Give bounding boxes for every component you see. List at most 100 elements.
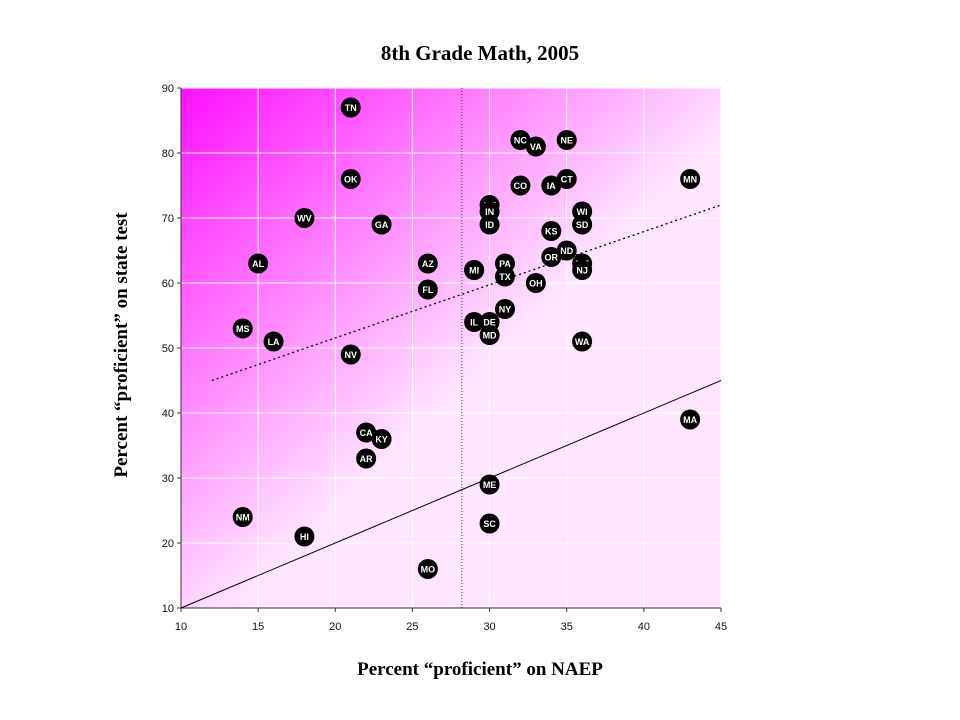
data-point-ar: AR xyxy=(356,448,377,469)
point-label: MO xyxy=(421,564,436,574)
point-marker xyxy=(340,97,361,118)
y-tick-label: 10 xyxy=(162,603,174,615)
point-label: KY xyxy=(375,434,388,444)
point-label: MA xyxy=(683,415,697,425)
point-marker xyxy=(495,266,515,287)
data-point-ia: IA xyxy=(541,175,562,196)
point-label: HI xyxy=(300,532,309,542)
data-point-fl: FL xyxy=(417,279,438,300)
data-point-az: AZ xyxy=(417,253,438,274)
point-label: ND xyxy=(560,246,573,256)
data-point-la: LA xyxy=(263,331,284,352)
point-label: OR xyxy=(545,252,559,262)
x-tick-label: 45 xyxy=(715,621,727,633)
data-point-mn: MN xyxy=(680,169,701,189)
point-label: IL xyxy=(470,317,479,327)
point-marker xyxy=(356,422,377,443)
point-marker xyxy=(525,273,546,293)
y-axis-title: Percent “proficient” on state test xyxy=(111,212,132,478)
point-label: PA xyxy=(499,259,511,269)
data-point-sc: SC xyxy=(479,513,500,534)
x-axis-title: Percent “proficient” on NAEP xyxy=(357,659,603,680)
point-label: NY xyxy=(499,304,512,314)
y-tick-label: 20 xyxy=(162,538,174,550)
point-label: MD xyxy=(483,330,497,340)
data-point-ga: GA xyxy=(371,214,392,235)
data-point-me: ME xyxy=(479,474,500,495)
point-marker xyxy=(232,507,253,527)
equality-line xyxy=(180,380,722,609)
point-marker xyxy=(371,214,392,235)
point-label: ME xyxy=(483,480,497,490)
y-tick-label: 40 xyxy=(162,408,174,420)
point-marker xyxy=(541,175,562,196)
data-point-mo: MO xyxy=(417,559,438,579)
point-marker xyxy=(340,344,361,365)
point-marker xyxy=(572,214,593,235)
data-point-ct: CT xyxy=(556,169,577,189)
point-label: LA xyxy=(268,337,280,347)
point-label: SC xyxy=(483,519,496,529)
y-tick-label: 60 xyxy=(162,278,174,290)
y-tick-label: 70 xyxy=(162,213,174,225)
point-marker xyxy=(479,513,500,534)
point-marker xyxy=(556,169,577,189)
point-label: GA xyxy=(375,220,389,230)
point-marker xyxy=(479,474,500,495)
chart-title: 8th Grade Math, 2005 xyxy=(381,41,579,65)
y-tick-label: 30 xyxy=(162,473,174,485)
data-point-il: IL xyxy=(464,312,485,332)
point-marker xyxy=(263,331,284,352)
data-point-nc: NC xyxy=(510,130,531,150)
data-point-co: CO xyxy=(510,175,531,196)
point-label: NE xyxy=(560,135,573,145)
point-label: NJ xyxy=(576,265,588,275)
point-marker xyxy=(340,169,361,189)
point-label: CA xyxy=(360,428,373,438)
point-marker xyxy=(417,559,438,579)
data-point-nd: ND xyxy=(556,240,577,261)
point-label: CO xyxy=(514,181,528,191)
data-point-ca: CA xyxy=(356,422,377,443)
point-label: TN xyxy=(345,103,357,113)
point-marker xyxy=(356,448,377,469)
point-marker xyxy=(464,312,485,332)
point-label: WI xyxy=(577,207,588,217)
point-marker xyxy=(510,130,531,150)
point-label: VA xyxy=(530,142,542,152)
data-point-ok: OK xyxy=(340,169,361,189)
data-point-ks: KS xyxy=(541,221,562,241)
axes: 10 20 30 40 50 60 70 80 90 10 15 20 25 30 35 40 45 xyxy=(162,83,727,633)
point-marker xyxy=(479,214,500,235)
data-point-ny: NY xyxy=(495,299,515,319)
point-marker xyxy=(572,331,593,352)
point-marker xyxy=(371,429,392,449)
point-marker xyxy=(232,318,253,339)
point-label: AZ xyxy=(422,259,434,269)
data-point-ma: MA xyxy=(680,409,701,430)
point-label: IN xyxy=(485,207,494,217)
data-point-id: ID xyxy=(479,214,500,235)
point-label: IA xyxy=(547,181,557,191)
y-tick-label: 50 xyxy=(162,343,174,355)
point-label: AR xyxy=(360,454,373,464)
point-marker xyxy=(479,325,500,345)
point-marker xyxy=(294,208,315,228)
data-point-or: OR xyxy=(541,247,562,267)
point-marker xyxy=(541,247,562,267)
x-tick-label: 40 xyxy=(638,621,650,633)
point-marker xyxy=(556,130,577,150)
x-tick-label: 10 xyxy=(175,621,187,633)
x-tick-label: 15 xyxy=(252,621,264,633)
data-point-tn: TN xyxy=(340,97,361,118)
point-label: DE xyxy=(483,317,496,327)
data-point-nm: NM xyxy=(232,507,253,527)
point-label: SD xyxy=(576,220,589,230)
reference-lines xyxy=(180,88,722,609)
point-label: CT xyxy=(561,174,573,184)
x-tick-label: 30 xyxy=(483,621,495,633)
point-marker xyxy=(495,299,515,319)
point-marker xyxy=(572,260,593,280)
x-tick-label: 25 xyxy=(406,621,418,633)
